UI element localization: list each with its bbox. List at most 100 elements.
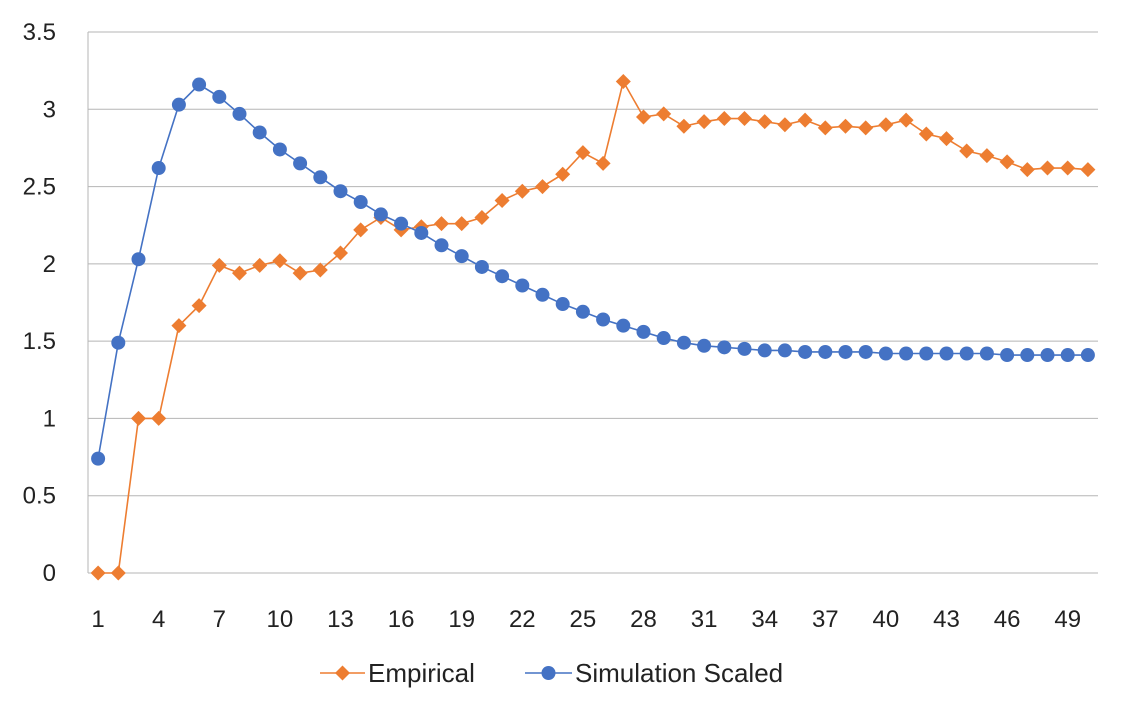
data-point [717,340,732,355]
data-point [454,249,469,264]
data-point [494,192,510,208]
y-tick-label: 2.5 [23,174,56,201]
data-point [959,143,975,159]
series-empirical [90,73,1096,581]
data-point [575,304,590,319]
data-point [454,216,470,232]
data-point [858,120,874,136]
x-tick-label: 22 [509,606,536,633]
data-point [979,346,994,361]
data-point [838,118,853,134]
data-point [777,343,792,358]
x-tick-label: 40 [873,606,900,633]
data-point [373,207,388,222]
data-point [151,410,167,426]
data-point [535,179,550,195]
data-point [91,451,106,466]
data-point [514,183,530,199]
data-point [616,318,631,333]
data-point [192,77,207,92]
data-point [292,265,308,281]
data-point [696,114,712,130]
data-point [171,318,187,334]
data-point [697,338,712,353]
data-point [575,145,591,161]
data-point [434,216,449,232]
data-point [212,89,227,104]
y-axis-ticks: 0 0.5 1 1.5 2 2.5 3 3.5 [23,19,56,587]
data-point [656,331,671,346]
series-line [97,83,1088,459]
data-point [656,106,672,122]
x-tick-label: 25 [570,606,597,633]
y-tick-label: 1.5 [23,328,56,355]
x-axis-ticks: 1 4 7 10 13 16 19 22 25 28 31 34 37 40 43 46 49 [91,606,1081,633]
data-point [676,335,691,350]
data-point [353,222,369,238]
y-tick-label: 0.5 [23,483,56,510]
y-tick-label: 0 [43,560,56,587]
data-point [939,346,954,361]
data-point [1000,348,1015,363]
data-point [1020,348,1035,363]
data-point [737,341,752,356]
legend-label: Empirical [368,658,475,688]
x-tick-label: 34 [751,606,778,633]
x-tick-label: 1 [91,606,104,633]
data-point [777,117,793,133]
data-point [939,131,954,147]
data-point [131,410,146,426]
x-tick-label: 10 [267,606,294,633]
data-point [535,287,550,302]
data-point [1040,348,1055,363]
x-tick-label: 28 [630,606,657,633]
legend-label: Simulation Scaled [575,658,783,688]
data-point [353,195,368,210]
data-point [1060,160,1076,176]
data-point [1040,160,1055,176]
y-tick-label: 1 [43,405,56,432]
data-point [394,216,409,231]
data-point [110,565,126,581]
data-point [131,252,146,267]
y-tick-label: 3.5 [23,19,56,46]
data-point [798,344,813,359]
data-point [252,125,267,140]
data-point [999,154,1015,170]
data-point [414,225,429,240]
x-tick-label: 19 [448,606,475,633]
legend-item-empirical: Empirical [320,658,475,688]
series-line [98,79,1088,574]
series-group [90,73,1096,581]
data-point [898,112,914,128]
x-tick-label: 43 [933,606,960,633]
data-point [737,111,752,127]
data-point [899,346,914,361]
legend-item-simulation-scaled: Simulation Scaled [525,658,783,688]
data-point [1019,162,1035,178]
data-point [252,257,268,273]
data-point [595,155,611,171]
data-point [171,97,186,112]
data-point [333,245,348,261]
data-point [878,346,893,361]
data-point [211,257,227,273]
data-point [878,117,894,133]
data-point [515,278,530,293]
data-point [596,312,611,327]
data-point [232,265,247,281]
data-point [838,344,853,359]
legend-marker [335,665,350,681]
data-point [818,344,833,359]
data-point [151,161,166,176]
x-tick-label: 49 [1054,606,1081,633]
series-simulation-scaled [91,77,1095,466]
data-point [757,343,772,358]
data-point [979,148,995,164]
data-point [555,166,571,182]
data-point [636,324,651,339]
x-tick-label: 4 [152,606,165,633]
x-tick-label: 13 [327,606,354,633]
data-point [313,170,328,185]
data-point [676,118,692,134]
